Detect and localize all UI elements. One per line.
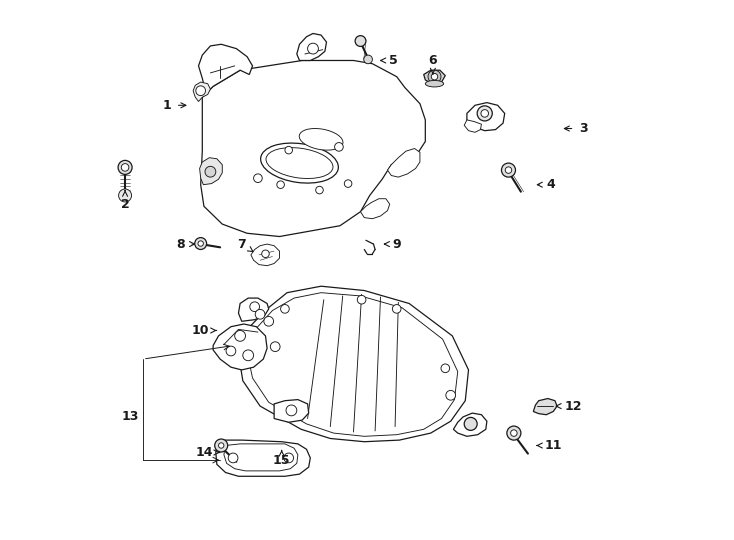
- Text: 1: 1: [163, 99, 186, 112]
- Circle shape: [270, 342, 280, 352]
- Circle shape: [121, 164, 129, 171]
- Polygon shape: [251, 244, 280, 266]
- Circle shape: [501, 163, 515, 177]
- Polygon shape: [224, 444, 298, 471]
- Polygon shape: [534, 399, 557, 415]
- Circle shape: [335, 143, 344, 151]
- Circle shape: [428, 70, 441, 83]
- Text: 4: 4: [537, 178, 555, 191]
- Circle shape: [284, 453, 294, 463]
- Text: 3: 3: [564, 122, 587, 135]
- Circle shape: [316, 186, 323, 194]
- Circle shape: [446, 390, 456, 400]
- Ellipse shape: [261, 143, 338, 183]
- Circle shape: [119, 189, 131, 202]
- Polygon shape: [200, 158, 222, 185]
- Text: 15: 15: [273, 451, 291, 467]
- Circle shape: [235, 330, 245, 341]
- Ellipse shape: [299, 129, 343, 150]
- Polygon shape: [247, 293, 458, 436]
- Circle shape: [477, 106, 493, 121]
- Polygon shape: [239, 298, 269, 321]
- Polygon shape: [216, 440, 310, 476]
- Polygon shape: [200, 60, 425, 237]
- Circle shape: [205, 166, 216, 177]
- Text: 12: 12: [556, 400, 582, 413]
- Text: 13: 13: [122, 410, 139, 423]
- Polygon shape: [454, 413, 487, 436]
- Circle shape: [393, 305, 401, 313]
- Circle shape: [118, 160, 132, 174]
- Circle shape: [355, 36, 366, 46]
- Circle shape: [308, 43, 319, 54]
- Text: 11: 11: [537, 439, 562, 452]
- Text: 2: 2: [120, 191, 129, 211]
- Circle shape: [432, 73, 437, 80]
- Circle shape: [255, 309, 265, 319]
- Circle shape: [280, 305, 289, 313]
- Text: 7: 7: [237, 238, 253, 252]
- Polygon shape: [239, 286, 468, 442]
- Circle shape: [198, 241, 203, 246]
- Polygon shape: [424, 70, 446, 84]
- Ellipse shape: [266, 147, 333, 179]
- Text: 6: 6: [429, 54, 437, 74]
- Ellipse shape: [425, 80, 443, 87]
- Circle shape: [196, 86, 206, 96]
- Circle shape: [243, 350, 254, 361]
- Circle shape: [277, 181, 284, 188]
- Circle shape: [226, 346, 236, 356]
- Circle shape: [285, 146, 292, 154]
- Circle shape: [364, 55, 372, 64]
- Circle shape: [505, 167, 512, 173]
- Circle shape: [441, 364, 450, 373]
- Circle shape: [507, 426, 521, 440]
- Circle shape: [250, 302, 260, 312]
- Circle shape: [344, 180, 352, 187]
- Circle shape: [219, 443, 224, 448]
- Circle shape: [228, 453, 238, 463]
- Text: 14: 14: [195, 446, 219, 459]
- Polygon shape: [360, 199, 390, 219]
- Polygon shape: [193, 82, 211, 102]
- Circle shape: [357, 295, 366, 304]
- Circle shape: [254, 174, 262, 183]
- Circle shape: [264, 316, 274, 326]
- Circle shape: [464, 417, 477, 430]
- Polygon shape: [297, 33, 327, 60]
- Polygon shape: [388, 148, 420, 177]
- Polygon shape: [467, 103, 505, 131]
- Text: 9: 9: [385, 238, 401, 251]
- Circle shape: [286, 405, 297, 416]
- Text: 5: 5: [381, 54, 397, 67]
- Polygon shape: [464, 120, 482, 132]
- Circle shape: [195, 238, 206, 249]
- Circle shape: [215, 439, 228, 452]
- Polygon shape: [198, 44, 252, 97]
- Circle shape: [262, 250, 269, 258]
- Polygon shape: [274, 400, 309, 422]
- Circle shape: [481, 110, 489, 117]
- Text: 10: 10: [192, 324, 217, 337]
- Text: 8: 8: [176, 238, 195, 251]
- Circle shape: [511, 430, 517, 436]
- Polygon shape: [213, 324, 267, 370]
